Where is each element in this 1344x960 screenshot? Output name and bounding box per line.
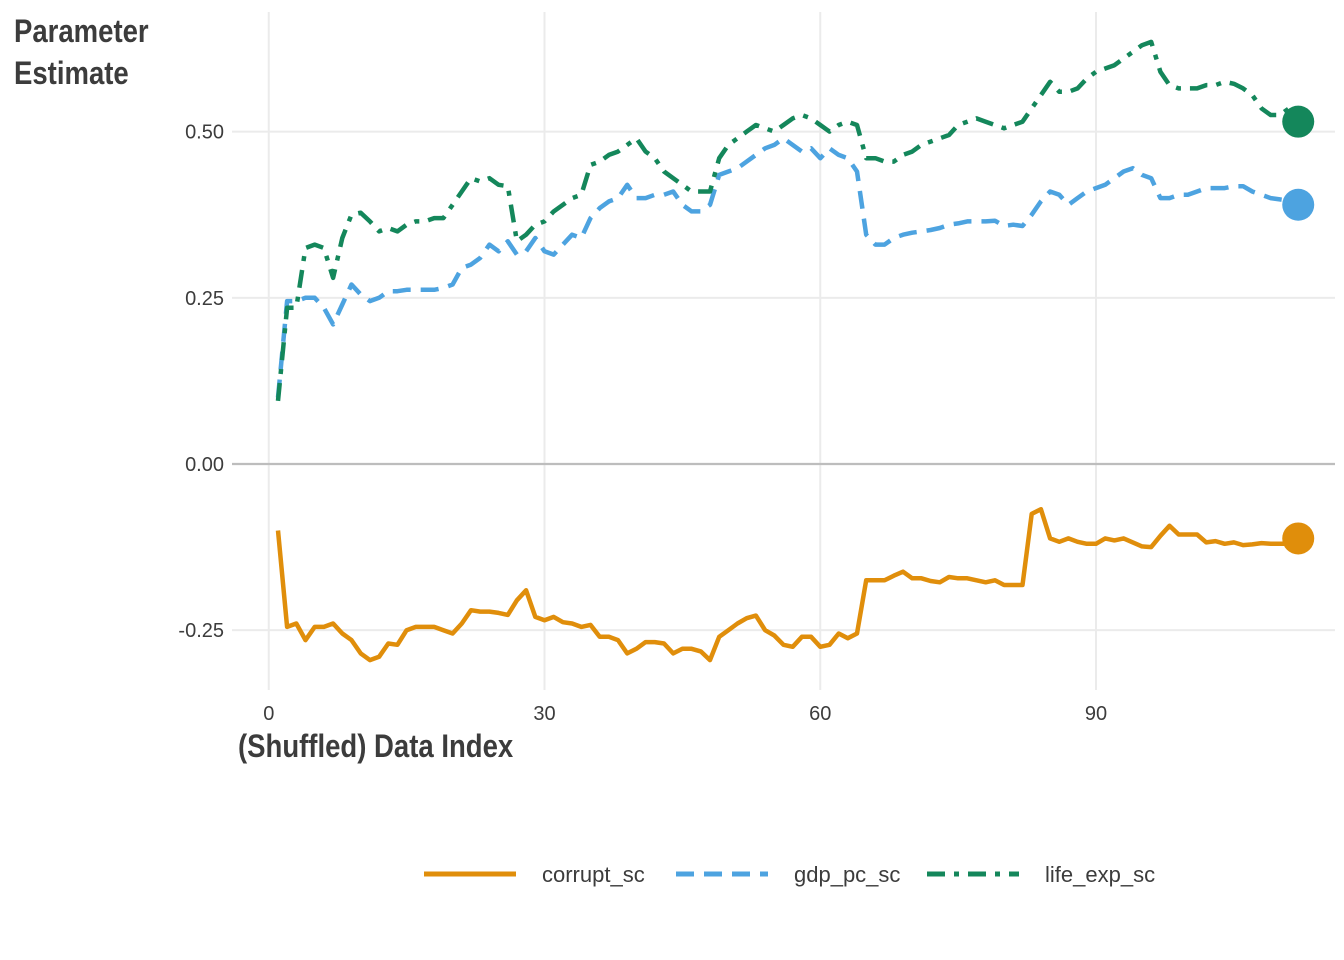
x-tick-label: 60 <box>809 703 831 725</box>
grid-layer <box>232 12 1335 690</box>
axis-layer: 0 30 60 90 -0.25 0.00 0.25 0.50 <box>178 122 1107 725</box>
endpoint-marker-life-exp-sc <box>1282 105 1315 138</box>
y-tick-label: 0.50 <box>185 122 224 144</box>
y-axis-title-line-2: Estimate <box>14 55 129 91</box>
y-tick-label: 0.00 <box>185 454 224 476</box>
series-line-corrupt-sc <box>275 506 1300 663</box>
y-axis-title-line-1: Parameter <box>14 13 149 49</box>
x-tick-label: 90 <box>1085 703 1107 725</box>
series-layer <box>275 39 1315 663</box>
legend-label-life-exp-sc: life_exp_sc <box>1045 862 1155 887</box>
legend-label-corrupt-sc: corrupt_sc <box>542 862 645 887</box>
endpoint-marker-corrupt-sc <box>1282 522 1315 555</box>
y-tick-label: -0.25 <box>178 620 224 642</box>
endpoint-marker-gdp-pc-sc <box>1282 188 1315 221</box>
legend-label-gdp-pc-sc: gdp_pc_sc <box>794 862 900 887</box>
x-tick-label: 30 <box>533 703 555 725</box>
series-line-life-exp-sc <box>275 39 1300 402</box>
legend: corrupt_sc gdp_pc_sc life_exp_sc <box>424 862 1155 887</box>
y-tick-label: 0.25 <box>185 288 224 310</box>
x-axis-title: (Shuffled) Data Index <box>238 728 514 764</box>
series-line-gdp-pc-sc <box>275 136 1300 398</box>
y-axis-title: Parameter Estimate <box>14 10 149 94</box>
x-tick-label: 0 <box>263 703 274 725</box>
